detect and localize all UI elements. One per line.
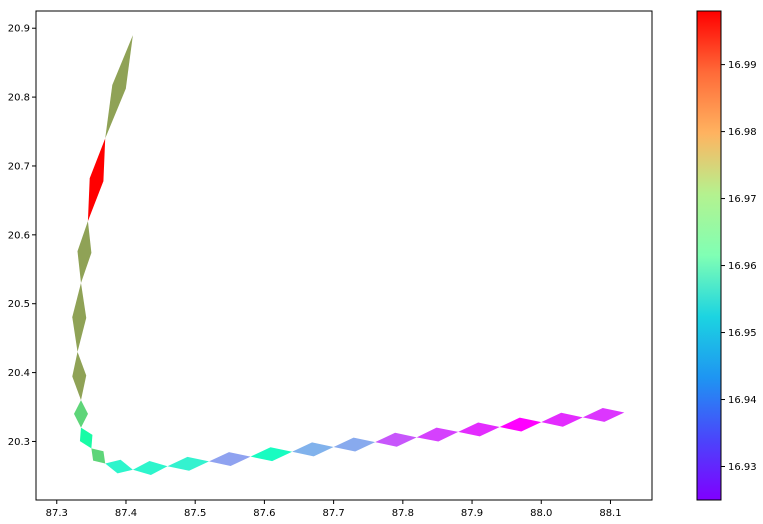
- y-tick-label: 20.7: [8, 161, 30, 172]
- x-tick-label: 87.8: [392, 508, 414, 519]
- track-segment: [167, 456, 210, 471]
- track-segment: [72, 351, 87, 401]
- track-segment: [458, 422, 500, 437]
- colorbar-tick-label: 16.94: [728, 395, 757, 406]
- track-segment: [77, 221, 92, 284]
- plot-area: [72, 35, 625, 475]
- track-segment: [87, 138, 106, 222]
- plot-frame: [35, 10, 653, 501]
- track-segment: [72, 283, 87, 352]
- track-segment: [73, 400, 88, 428]
- colorbar-tick-label: 16.97: [728, 194, 757, 205]
- x-tick-label: 87.5: [184, 508, 206, 519]
- y-tick-label: 20.4: [8, 368, 30, 379]
- y-tick-label: 20.9: [8, 24, 30, 35]
- colorbar-tick-label: 16.98: [728, 127, 757, 138]
- y-tick-label: 20.6: [8, 230, 30, 241]
- x-tick-label: 87.6: [253, 508, 275, 519]
- x-tick-label: 87.9: [461, 508, 483, 519]
- colorbar-tick-label: 16.93: [728, 462, 757, 473]
- y-tick-label: 20.5: [8, 299, 30, 310]
- y-tick-label: 20.3: [8, 437, 30, 448]
- colorbar-axis: 16.93 16.94 16.95 16.96 16.97 16.98 16.99: [721, 60, 757, 473]
- track-segment: [79, 427, 93, 449]
- y-axis: 20.3 20.4 20.5 20.6 20.7 20.8 20.9: [8, 24, 36, 448]
- track-segment: [105, 35, 133, 139]
- x-tick-label: 87.7: [322, 508, 344, 519]
- x-tick-label: 87.4: [115, 508, 137, 519]
- track-segment: [105, 459, 133, 474]
- track-segment: [541, 412, 583, 427]
- x-axis: 87.3 87.4 87.5 87.6 87.7 87.8 87.9 88.0 88.1: [46, 500, 622, 519]
- y-tick-label: 20.8: [8, 93, 30, 104]
- colorbar: [696, 10, 722, 501]
- track-segment: [499, 417, 542, 432]
- x-tick-label: 88.0: [530, 508, 552, 519]
- track-segment: [375, 432, 417, 447]
- track-segment: [416, 427, 459, 442]
- track-segment: [132, 461, 168, 475]
- track-segment: [250, 447, 293, 462]
- track-segment: [91, 448, 106, 464]
- track-segment: [582, 407, 625, 422]
- x-tick-label: 87.3: [46, 508, 68, 519]
- colorbar-tick-label: 16.99: [728, 60, 757, 71]
- track-segment: [292, 442, 334, 457]
- track-segment: [209, 452, 251, 466]
- colorbar-tick-label: 16.96: [728, 261, 757, 272]
- x-tick-label: 88.1: [599, 508, 621, 519]
- colorbar-tick-label: 16.95: [728, 328, 757, 339]
- track-segment: [333, 437, 376, 452]
